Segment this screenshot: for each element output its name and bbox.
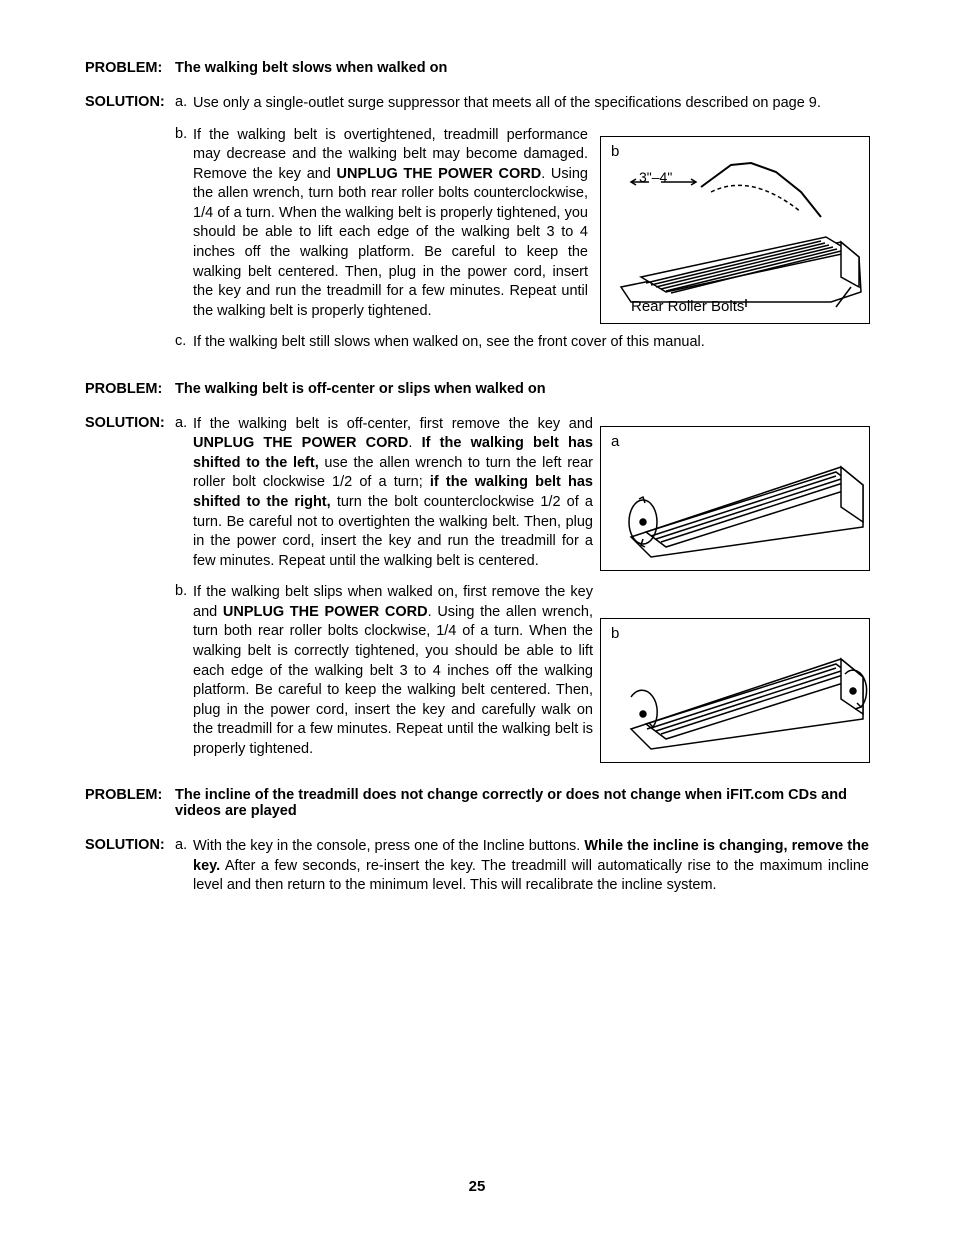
manual-page: PROBLEM: The walking belt slows when wal… xyxy=(0,0,954,1235)
problem-title: The walking belt is off-center or slips … xyxy=(175,381,546,397)
solution-letter: a. xyxy=(175,94,193,114)
solution-text: If the walking belt is overtightened, tr… xyxy=(193,126,588,322)
solution-label: SOLUTION: xyxy=(85,94,175,114)
solution-letter: a. xyxy=(175,837,193,896)
problem-label: PROBLEM: xyxy=(85,787,175,819)
problem-heading-3: PROBLEM: The incline of the treadmill do… xyxy=(85,787,869,819)
problem-title: The incline of the treadmill does not ch… xyxy=(175,787,865,819)
solution-letter: b. xyxy=(175,583,193,759)
figure-caption: Rear Roller Bolts xyxy=(631,298,744,315)
figure-b-slip: b xyxy=(600,618,870,763)
solution-letter: c. xyxy=(175,333,193,353)
problem-label: PROBLEM: xyxy=(85,381,175,397)
solution-text: With the key in the console, press one o… xyxy=(193,837,869,896)
treadmill-belt-icon xyxy=(601,137,871,325)
problem-heading-1: PROBLEM: The walking belt slows when wal… xyxy=(85,60,869,76)
problem-heading-2: PROBLEM: The walking belt is off-center … xyxy=(85,381,869,397)
solution-letter: a. xyxy=(175,415,193,572)
solution-row-1c: c. If the walking belt still slows when … xyxy=(85,333,869,353)
figure-b-rear-roller: b xyxy=(600,136,870,324)
solution-label: SOLUTION: xyxy=(85,837,175,896)
solution-label: SOLUTION: xyxy=(85,415,175,572)
solution-letter: b. xyxy=(175,126,193,322)
treadmill-roller-icon xyxy=(601,427,871,572)
figure-dimension-label: 3"–4" xyxy=(639,169,672,185)
treadmill-roller-both-icon xyxy=(601,619,871,764)
solution-row-3a: SOLUTION: a. With the key in the console… xyxy=(85,837,869,896)
solution-text: If the walking belt slips when walked on… xyxy=(193,583,593,759)
solution-text: If the walking belt still slows when wal… xyxy=(193,333,869,353)
solution-row-1a: SOLUTION: a. Use only a single-outlet su… xyxy=(85,94,869,114)
problem-label: PROBLEM: xyxy=(85,60,175,76)
solution-text: Use only a single-outlet surge suppresso… xyxy=(193,94,869,114)
problem-title: The walking belt slows when walked on xyxy=(175,60,447,76)
figure-a-offcenter: a xyxy=(600,426,870,571)
page-number: 25 xyxy=(0,1178,954,1195)
solution-text: If the walking belt is off-center, first… xyxy=(193,415,593,572)
problem-section-3: PROBLEM: The incline of the treadmill do… xyxy=(85,787,869,896)
